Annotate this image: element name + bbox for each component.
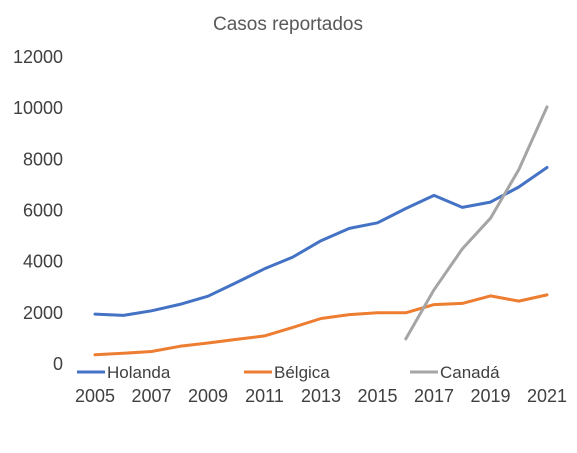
series-lines bbox=[93, 105, 549, 357]
x-tick-label: 2013 bbox=[301, 386, 341, 406]
legend-item-holanda: Holanda bbox=[77, 363, 171, 382]
y-tick-label: 4000 bbox=[23, 252, 63, 272]
x-tick-label: 2015 bbox=[357, 386, 397, 406]
series-line-holanda bbox=[93, 166, 549, 317]
x-tick-label: 2007 bbox=[131, 386, 171, 406]
series-line-canadá bbox=[404, 105, 549, 341]
y-tick-label: 8000 bbox=[23, 149, 63, 169]
legend-label: Bélgica bbox=[274, 363, 330, 382]
legend: Holanda Bélgica Canadá bbox=[77, 363, 500, 382]
x-tick-label: 2011 bbox=[245, 386, 284, 406]
y-axis-tick-labels: 0 2000 4000 6000 8000 10000 12000 bbox=[13, 47, 63, 374]
legend-item-bélgica: Bélgica bbox=[244, 363, 330, 382]
y-tick-label: 0 bbox=[53, 354, 63, 374]
x-tick-label: 2019 bbox=[470, 386, 510, 406]
y-tick-label: 6000 bbox=[23, 201, 63, 221]
legend-label: Holanda bbox=[107, 363, 171, 382]
x-tick-label: 2005 bbox=[75, 386, 115, 406]
legend-item-canadá: Canadá bbox=[410, 363, 500, 382]
y-tick-label: 10000 bbox=[13, 98, 63, 118]
legend-label: Canadá bbox=[440, 363, 500, 382]
chart-title: Casos reportados bbox=[213, 14, 363, 35]
y-tick-label: 12000 bbox=[13, 47, 63, 67]
x-axis-tick-labels: 2005 2007 2009 2011 2013 2015 2017 2019 2021 bbox=[75, 386, 567, 406]
y-tick-label: 2000 bbox=[23, 303, 63, 323]
series-line-bélgica bbox=[93, 293, 549, 357]
x-tick-label: 2017 bbox=[414, 386, 454, 406]
x-tick-label: 2021 bbox=[527, 386, 567, 406]
x-tick-label: 2009 bbox=[188, 386, 228, 406]
